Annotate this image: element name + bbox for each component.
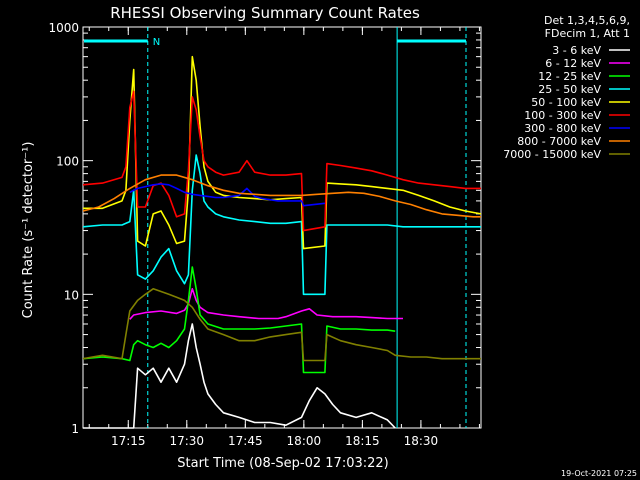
legend-header-line-2: FDecim 1, Att 1 bbox=[545, 27, 630, 40]
x-tick-label: 17:15 bbox=[111, 434, 146, 448]
legend-label: 800 - 7000 keV bbox=[517, 135, 601, 148]
series-line-100-300-kev bbox=[82, 90, 481, 232]
series-line-6-12-kev bbox=[129, 287, 403, 320]
series-line-7000-15000-kev bbox=[82, 287, 481, 362]
y-tick-label: 1000 bbox=[48, 21, 79, 35]
legend-label: 25 - 50 keV bbox=[538, 83, 601, 96]
x-tick-label: 18:15 bbox=[345, 434, 380, 448]
saa-flag-label: N bbox=[153, 37, 160, 48]
series-line-300-800-kev bbox=[129, 183, 325, 207]
chart-title: RHESSI Observing Summary Count Rates bbox=[110, 4, 420, 22]
legend-label: 12 - 25 keV bbox=[538, 70, 601, 83]
attenuator-flags: N bbox=[84, 27, 467, 428]
legend-label: 50 - 100 keV bbox=[531, 96, 601, 109]
series-line-25-50-kev bbox=[82, 154, 481, 296]
y-tick-label: 1 bbox=[71, 422, 79, 436]
y-tick-label: 10 bbox=[64, 288, 79, 302]
series-line-50-100-kev bbox=[83, 55, 482, 250]
x-tick-label: 18:30 bbox=[404, 434, 439, 448]
y-axis-label: Count Rate (s⁻¹ detector⁻¹) bbox=[21, 142, 36, 319]
x-tick-label: 17:30 bbox=[169, 434, 204, 448]
legend-label: 3 - 6 keV bbox=[552, 44, 601, 57]
axis-ticks: 17:15 17:30 17:45 18:00 18:15 18:30 1 10 100 1000 bbox=[48, 21, 481, 448]
footer-date: 19-Oct-2021 07:25 bbox=[561, 469, 637, 478]
series-line-800-7000-kev bbox=[82, 174, 481, 218]
legend-header-line-1: Det 1,3,4,5,6,9, bbox=[544, 14, 630, 27]
legend-label: 7000 - 15000 keV bbox=[503, 148, 601, 161]
y-tick-label: 100 bbox=[56, 155, 79, 169]
x-tick-label: 17:45 bbox=[228, 434, 263, 448]
legend-label: 100 - 300 keV bbox=[524, 109, 601, 122]
x-axis-label: Start Time (08-Sep-02 17:03:22) bbox=[177, 456, 388, 471]
series-lines bbox=[82, 55, 482, 429]
legend-label: 6 - 12 keV bbox=[545, 57, 601, 70]
series-line-12-25-kev bbox=[82, 266, 396, 374]
series-line-3-6-kev bbox=[83, 323, 396, 429]
legend-label: 300 - 800 keV bbox=[524, 122, 601, 135]
x-tick-label: 18:00 bbox=[287, 434, 322, 448]
